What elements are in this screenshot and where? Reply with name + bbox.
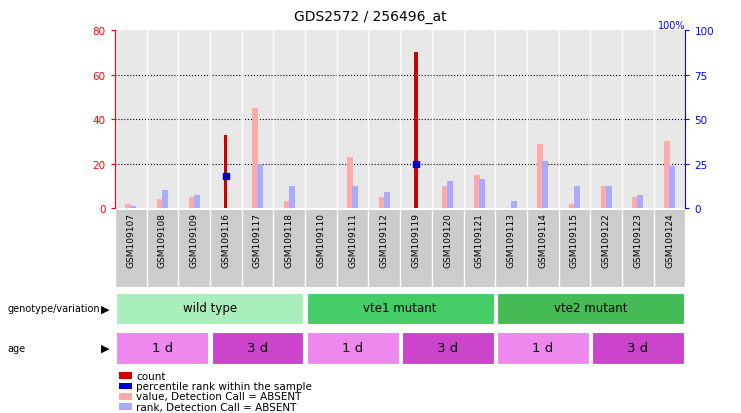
Bar — [157, 199, 163, 209]
Bar — [402, 332, 494, 364]
Bar — [496, 293, 684, 325]
Bar — [307, 332, 399, 364]
Text: value, Detection Call = ABSENT: value, Detection Call = ABSENT — [136, 392, 302, 401]
Bar — [496, 332, 589, 364]
Text: GSM109120: GSM109120 — [443, 213, 452, 268]
Text: GSM109119: GSM109119 — [411, 213, 420, 268]
Text: 3 d: 3 d — [247, 341, 268, 354]
Text: 1 d: 1 d — [342, 341, 363, 354]
Bar — [115, 31, 147, 209]
Bar — [257, 164, 263, 209]
Text: GSM109116: GSM109116 — [222, 213, 230, 268]
Bar — [537, 144, 543, 209]
Bar — [284, 202, 290, 209]
Bar — [414, 53, 418, 209]
Text: percentile rank within the sample: percentile rank within the sample — [136, 381, 312, 391]
Text: GSM109113: GSM109113 — [507, 213, 516, 268]
Bar — [592, 332, 684, 364]
Text: GSM109111: GSM109111 — [348, 213, 357, 268]
Text: GSM109117: GSM109117 — [253, 213, 262, 268]
Bar — [442, 186, 448, 209]
Bar — [511, 202, 516, 209]
Bar — [162, 191, 168, 209]
Text: GSM109115: GSM109115 — [570, 213, 579, 268]
Bar — [188, 197, 195, 209]
Bar — [601, 186, 607, 209]
Bar — [130, 206, 136, 209]
Bar — [210, 31, 242, 209]
Bar — [352, 186, 358, 209]
Text: vte1 mutant: vte1 mutant — [363, 301, 437, 315]
Bar — [400, 31, 432, 209]
Text: GDS2572 / 256496_at: GDS2572 / 256496_at — [294, 10, 447, 24]
Bar — [116, 332, 208, 364]
Bar — [527, 31, 559, 209]
Text: rank, Detection Call = ABSENT: rank, Detection Call = ABSENT — [136, 402, 296, 412]
Text: 3 d: 3 d — [437, 341, 459, 354]
Bar — [116, 293, 304, 325]
Bar — [368, 31, 400, 209]
Text: vte2 mutant: vte2 mutant — [554, 301, 627, 315]
Bar — [289, 186, 295, 209]
Bar — [379, 197, 385, 209]
Bar — [447, 182, 453, 209]
Bar — [464, 31, 495, 209]
Bar — [495, 31, 527, 209]
Text: GSM109107: GSM109107 — [126, 213, 135, 268]
Bar — [542, 162, 548, 209]
Text: GSM109123: GSM109123 — [634, 213, 642, 268]
Text: count: count — [136, 371, 166, 381]
Bar — [591, 31, 622, 209]
Text: GSM109118: GSM109118 — [285, 213, 293, 268]
Bar — [193, 195, 199, 209]
Bar — [224, 135, 227, 209]
Bar — [622, 31, 654, 209]
Text: GSM109109: GSM109109 — [190, 213, 199, 268]
Text: 3 d: 3 d — [627, 341, 648, 354]
Text: ▶: ▶ — [102, 304, 110, 314]
Text: age: age — [7, 343, 25, 353]
Text: 100%: 100% — [658, 21, 685, 31]
Bar — [307, 293, 494, 325]
Bar — [574, 186, 580, 209]
Text: 1 d: 1 d — [152, 341, 173, 354]
Text: wild type: wild type — [183, 301, 237, 315]
Bar — [637, 195, 643, 209]
Bar — [479, 180, 485, 209]
Bar — [125, 204, 131, 209]
Text: GSM109110: GSM109110 — [316, 213, 325, 268]
Bar — [147, 31, 179, 209]
Bar — [347, 157, 353, 209]
Bar — [211, 332, 304, 364]
Bar — [473, 175, 480, 209]
Bar — [432, 31, 464, 209]
Bar — [605, 186, 612, 209]
Bar — [273, 31, 305, 209]
Text: GSM109124: GSM109124 — [665, 213, 674, 268]
Text: GSM109122: GSM109122 — [602, 213, 611, 268]
Text: ▶: ▶ — [102, 343, 110, 353]
Bar — [336, 31, 368, 209]
Bar — [632, 197, 639, 209]
Text: GSM109112: GSM109112 — [380, 213, 389, 268]
Text: genotype/variation: genotype/variation — [7, 304, 100, 314]
Bar — [179, 31, 210, 209]
Text: 1 d: 1 d — [532, 341, 554, 354]
Bar — [664, 142, 670, 209]
Bar — [305, 31, 336, 209]
Bar — [669, 166, 675, 209]
Text: GSM109114: GSM109114 — [538, 213, 548, 268]
Bar — [569, 204, 575, 209]
Bar — [252, 109, 258, 209]
Bar — [654, 31, 685, 209]
Bar — [242, 31, 273, 209]
Text: GSM109121: GSM109121 — [475, 213, 484, 268]
Bar — [559, 31, 591, 209]
Bar — [384, 193, 390, 209]
Text: GSM109108: GSM109108 — [158, 213, 167, 268]
